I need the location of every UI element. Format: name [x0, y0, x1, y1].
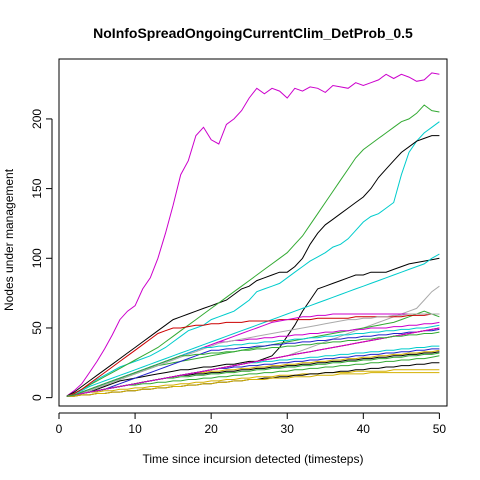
x-axis-label: Time since incursion detected (timesteps…	[143, 452, 364, 466]
series-line-3	[66, 135, 440, 397]
series-line-1	[66, 72, 440, 397]
series-line-11	[66, 328, 440, 397]
chart-title: NoInfoSpreadOngoingCurrentClim_DetProb_0…	[93, 25, 413, 41]
series-line-26	[66, 327, 440, 397]
x-tick-label: 10	[128, 422, 142, 436]
x-tick-label: 30	[281, 422, 295, 436]
series-line-25	[66, 372, 440, 397]
series-line-22	[66, 313, 440, 397]
y-tick-label: 200	[30, 109, 44, 129]
y-tick-label: 50	[30, 321, 44, 335]
series-line-27	[66, 331, 440, 397]
y-tick-label: 0	[30, 394, 44, 401]
plot-area: 0 10 20 30 40 50 0 50 100 150 200	[30, 58, 448, 436]
y-tick-label: 150	[30, 178, 44, 198]
x-tick-label: 40	[357, 422, 371, 436]
series-line-5	[66, 257, 440, 397]
series-line-2	[66, 121, 440, 397]
x-tick-label: 50	[433, 422, 447, 436]
series-line-4	[66, 104, 440, 397]
x-tick-label: 20	[204, 422, 218, 436]
y-tick-label: 100	[30, 248, 44, 268]
series-line-6	[66, 253, 440, 397]
y-axis-label: Nodes under management	[2, 168, 16, 311]
plot-frame	[58, 58, 448, 407]
series-line-19	[66, 369, 440, 397]
x-tick-label: 0	[56, 422, 63, 436]
